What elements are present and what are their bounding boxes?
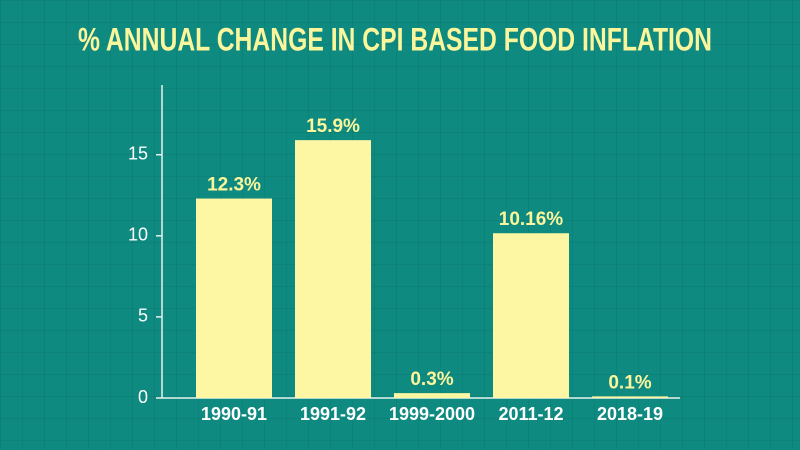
bar — [493, 233, 569, 398]
x-tick-label: 2018-19 — [597, 404, 663, 424]
value-label: 12.3% — [207, 175, 261, 196]
chart-title: % ANNUAL CHANGE IN CPI BASED FOOD INFLAT… — [78, 21, 712, 57]
y-tick-label: 10 — [128, 225, 148, 245]
x-tick-label: 2011-12 — [498, 404, 563, 424]
bar — [295, 140, 371, 398]
x-tick-label: 1999-2000 — [389, 404, 475, 424]
y-tick-label: 15 — [128, 143, 148, 163]
value-label: 10.16% — [499, 209, 564, 230]
value-label: 0.3% — [410, 369, 453, 390]
value-label: 0.1% — [608, 372, 651, 393]
bar — [592, 396, 668, 398]
y-tick-label: 5 — [138, 306, 148, 326]
y-tick-label: 0 — [138, 387, 148, 407]
x-tick-label: 1991-92 — [300, 404, 366, 424]
x-tick-label: 1990-91 — [201, 404, 267, 424]
bar — [394, 393, 470, 398]
bar — [196, 198, 272, 398]
value-label: 15.9% — [306, 116, 360, 137]
